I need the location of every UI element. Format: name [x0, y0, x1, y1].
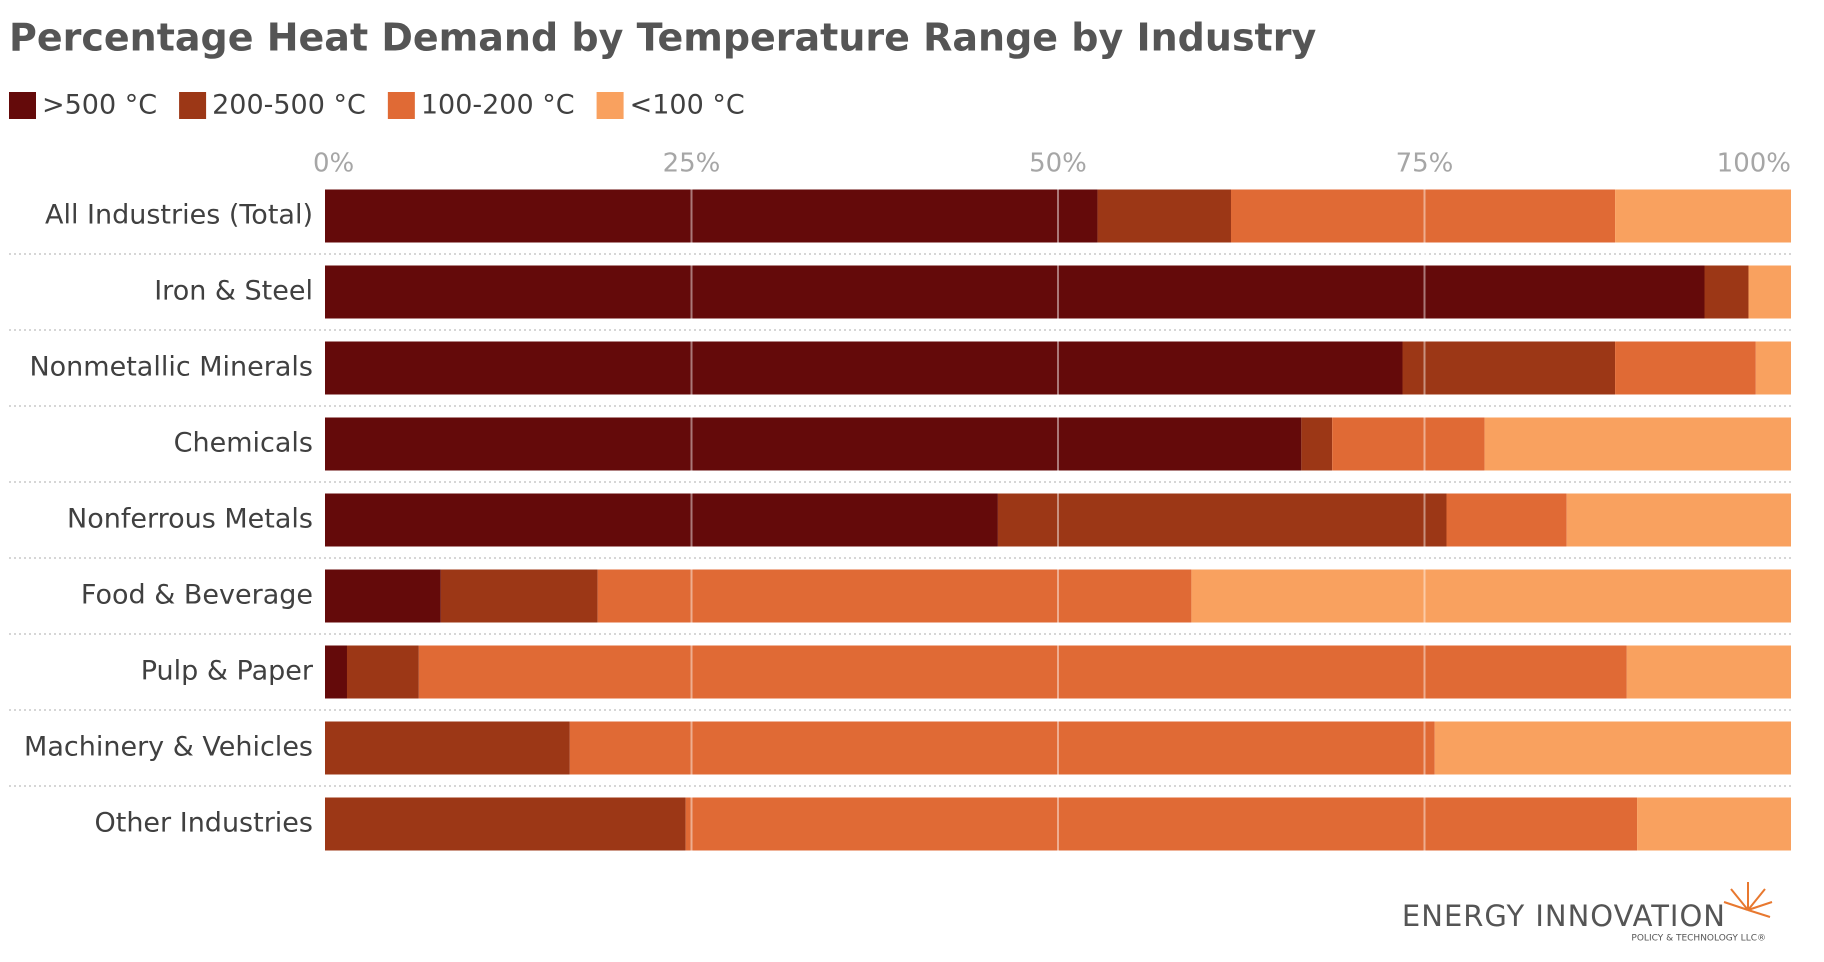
bar-segment — [1704, 265, 1749, 319]
bar-segment — [597, 569, 1192, 623]
bar-segment — [1402, 341, 1616, 395]
y-tick-label: All Industries (Total) — [45, 200, 313, 231]
bar-segment — [1626, 645, 1791, 699]
bar-segment — [325, 645, 347, 699]
bar-segment — [1615, 189, 1791, 243]
bar-segment — [1615, 341, 1756, 395]
x-tick-label: 0% — [313, 149, 354, 179]
bar-segment — [440, 569, 598, 623]
legend-swatch — [596, 92, 624, 119]
chart-title: Percentage Heat Demand by Temperature Ra… — [9, 16, 1316, 60]
legend-swatch — [179, 92, 207, 119]
bar-segment — [325, 797, 686, 851]
y-tick-label: Food & Beverage — [81, 580, 313, 611]
y-tick-label: Nonferrous Metals — [67, 504, 313, 535]
bar-segment — [325, 341, 1403, 395]
bar-segment — [1301, 417, 1333, 471]
logo-name: ENERGY INNOVATION — [1402, 899, 1726, 933]
bar-segment — [418, 645, 1627, 699]
bar-segment — [1566, 493, 1791, 547]
bar-segment — [1191, 569, 1791, 623]
bar-segment — [1446, 493, 1567, 547]
bar-segment — [1755, 341, 1791, 395]
bar-segment — [1230, 189, 1616, 243]
bar-segment — [685, 797, 1638, 851]
bar-segment — [325, 417, 1302, 471]
legend-label: >500 °C — [42, 90, 157, 121]
y-tick-label: Iron & Steel — [154, 276, 313, 307]
bar-segment — [325, 189, 1098, 243]
bar-segment — [1434, 721, 1791, 775]
legend-label: 200-500 °C — [212, 90, 366, 121]
x-tick-label: 75% — [1396, 149, 1454, 179]
legend-swatch — [9, 92, 36, 119]
y-tick-label: Pulp & Paper — [141, 656, 314, 687]
bar-segment — [569, 721, 1435, 775]
logo-sun — [1723, 882, 1773, 918]
bar-segment — [346, 645, 419, 699]
y-tick-label: Other Industries — [94, 808, 313, 839]
legend-swatch — [387, 92, 415, 119]
bar-segment — [325, 265, 1705, 319]
x-tick-label: 50% — [1029, 149, 1087, 179]
bar-segment — [1748, 265, 1791, 319]
bar-segment — [325, 569, 441, 623]
y-tick-label: Chemicals — [174, 428, 313, 459]
x-tick-label: 100% — [1717, 149, 1791, 179]
legend-label: 100-200 °C — [421, 90, 575, 121]
bar-segment — [325, 721, 570, 775]
logo: ENERGY INNOVATION POLICY & TECHNOLOGY LL… — [1402, 882, 1773, 944]
y-tick-label: Machinery & Vehicles — [24, 732, 313, 763]
bar-segment — [1637, 797, 1791, 851]
bar-segment — [1484, 417, 1791, 471]
bar-segment — [1097, 189, 1231, 243]
x-tick-label: 25% — [663, 149, 721, 179]
bar-segment — [325, 493, 998, 547]
bar-segment — [1332, 417, 1485, 471]
logo-tagline: POLICY & TECHNOLOGY LLC® — [1631, 934, 1766, 944]
bar-segment — [997, 493, 1447, 547]
y-tick-label: Nonmetallic Minerals — [29, 352, 313, 383]
legend-label: <100 °C — [630, 90, 745, 121]
